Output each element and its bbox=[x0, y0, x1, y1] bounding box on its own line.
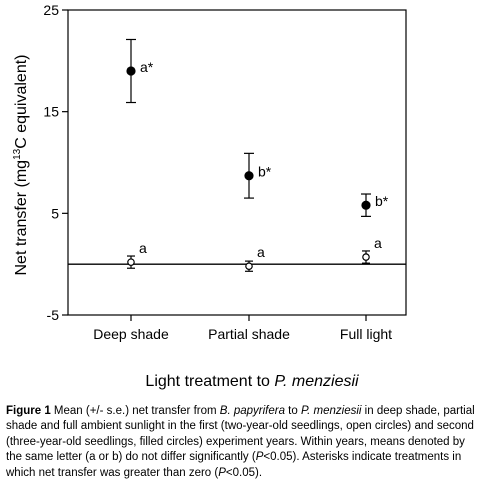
caption-text-4: <0.05). Asterisks indicate treatments in… bbox=[6, 451, 462, 479]
data-marks: a a a a* b* b* bbox=[126, 38, 389, 272]
point-filled bbox=[361, 200, 371, 210]
x-tick-label: Deep shade bbox=[93, 326, 169, 342]
caption-text-3: in deep shade, partial shade and full am… bbox=[6, 405, 475, 464]
x-tick-label: Partial shade bbox=[208, 326, 290, 342]
y-tick-label: 25 bbox=[43, 2, 59, 18]
y-axis-label-superscript: 13 bbox=[12, 148, 23, 160]
figure-caption: Figure 1 Mean (+/- s.e.) net transfer fr… bbox=[6, 404, 478, 481]
x-tick-label: Full light bbox=[340, 326, 392, 342]
axes: -5 5 15 25 Deep shade Partial shade Full light bbox=[43, 2, 407, 342]
chart: -5 5 15 25 Deep shade Partial shade Full light… bbox=[12, 2, 407, 390]
y-tick-label: 5 bbox=[51, 205, 59, 221]
x-axis-label-start: Light treatment to bbox=[145, 373, 274, 390]
point-open bbox=[245, 262, 253, 271]
point-open bbox=[127, 258, 135, 266]
point-filled bbox=[126, 66, 136, 76]
significance-label: b* bbox=[258, 164, 272, 180]
significance-label: b* bbox=[375, 193, 389, 209]
caption-text-1: Mean (+/- s.e.) net transfer from bbox=[50, 405, 220, 417]
caption-species-2: P. menziesii bbox=[300, 405, 362, 417]
figure-label: Figure 1 bbox=[6, 405, 51, 417]
point-filled bbox=[244, 171, 254, 181]
significance-label: a* bbox=[140, 59, 154, 75]
y-axis-label-end: C equivalent) bbox=[13, 55, 30, 149]
y-tick-label: 15 bbox=[43, 104, 59, 120]
caption-text-2: to bbox=[284, 405, 301, 417]
caption-p-2: P bbox=[218, 466, 226, 479]
y-tick-label: -5 bbox=[47, 307, 60, 323]
significance-label: a bbox=[139, 240, 147, 256]
significance-label: a bbox=[257, 244, 265, 260]
caption-p-1: P bbox=[255, 451, 264, 464]
y-axis-label-start: Net transfer (mg bbox=[13, 160, 30, 276]
caption-species-1: B. papyrifera bbox=[219, 405, 285, 417]
caption-text-5: <0.05). bbox=[225, 466, 263, 479]
significance-label: a bbox=[374, 235, 382, 251]
y-axis-label: Net transfer (mg13C equivalent) bbox=[12, 55, 30, 276]
plot-frame bbox=[67, 9, 407, 316]
point-open bbox=[362, 253, 370, 261]
x-axis-label: Light treatment to P. menziesii bbox=[145, 373, 359, 390]
x-axis-label-italic: P. menziesii bbox=[274, 373, 359, 390]
